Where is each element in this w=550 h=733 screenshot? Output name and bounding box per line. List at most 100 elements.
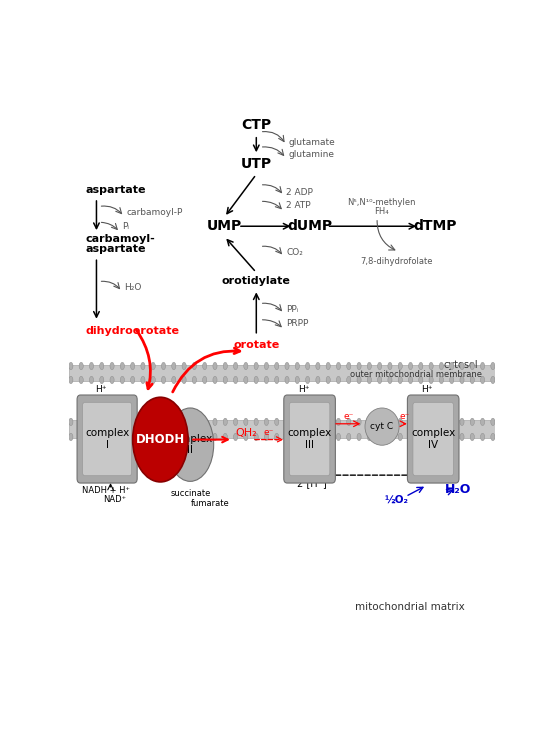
Text: 2 ATP: 2 ATP (286, 202, 311, 210)
Ellipse shape (357, 362, 361, 369)
Ellipse shape (223, 376, 227, 383)
Text: orotate: orotate (233, 340, 279, 350)
Ellipse shape (398, 376, 402, 383)
Text: UMP: UMP (207, 219, 242, 233)
FancyBboxPatch shape (82, 402, 131, 476)
Text: aspartate: aspartate (86, 185, 146, 194)
Ellipse shape (316, 376, 320, 383)
Ellipse shape (367, 433, 371, 441)
Ellipse shape (213, 433, 217, 441)
Text: CTP: CTP (241, 118, 271, 132)
Ellipse shape (151, 362, 155, 369)
Ellipse shape (460, 376, 464, 383)
Ellipse shape (460, 419, 464, 426)
Ellipse shape (367, 419, 371, 426)
Text: glutamate: glutamate (288, 139, 335, 147)
Ellipse shape (295, 362, 299, 369)
Ellipse shape (419, 362, 423, 369)
Ellipse shape (377, 362, 382, 369)
Text: N⁵,N¹⁰-methylen: N⁵,N¹⁰-methylen (347, 198, 416, 207)
Ellipse shape (274, 376, 279, 383)
Text: aspartate: aspartate (86, 244, 146, 254)
Ellipse shape (265, 433, 268, 441)
Text: 7,8-dihydrofolate: 7,8-dihydrofolate (360, 257, 432, 266)
Text: orotidylate: orotidylate (222, 276, 291, 286)
Text: QH₂: QH₂ (235, 428, 257, 438)
Ellipse shape (130, 419, 135, 426)
Ellipse shape (162, 433, 166, 441)
Ellipse shape (346, 362, 351, 369)
Text: PRPP: PRPP (286, 320, 309, 328)
Ellipse shape (254, 419, 258, 426)
Ellipse shape (367, 362, 371, 369)
Text: H₂O: H₂O (445, 483, 471, 496)
Ellipse shape (120, 433, 124, 441)
Ellipse shape (346, 433, 351, 441)
Text: Pᵢ: Pᵢ (122, 222, 129, 232)
Text: complex
II: complex II (168, 434, 212, 455)
Ellipse shape (202, 362, 207, 369)
Ellipse shape (100, 362, 104, 369)
Ellipse shape (398, 362, 402, 369)
Ellipse shape (172, 376, 176, 383)
Ellipse shape (244, 433, 248, 441)
Ellipse shape (439, 376, 443, 383)
Ellipse shape (90, 376, 94, 383)
Ellipse shape (481, 419, 485, 426)
Text: fumarate: fumarate (191, 499, 230, 509)
Text: DHODH: DHODH (136, 433, 185, 446)
Ellipse shape (110, 433, 114, 441)
Text: H⁺: H⁺ (421, 385, 433, 394)
Ellipse shape (192, 433, 196, 441)
Ellipse shape (357, 419, 361, 426)
Ellipse shape (151, 419, 155, 426)
Text: UTP: UTP (241, 157, 272, 171)
Ellipse shape (234, 376, 238, 383)
Ellipse shape (295, 419, 299, 426)
Text: dUMP: dUMP (287, 219, 332, 233)
Ellipse shape (167, 408, 213, 482)
Ellipse shape (481, 433, 485, 441)
Ellipse shape (388, 419, 392, 426)
Ellipse shape (172, 433, 176, 441)
Ellipse shape (337, 376, 340, 383)
Ellipse shape (141, 419, 145, 426)
Ellipse shape (223, 419, 227, 426)
Ellipse shape (316, 419, 320, 426)
Ellipse shape (306, 419, 310, 426)
Ellipse shape (79, 376, 83, 383)
Text: e⁻: e⁻ (399, 412, 410, 421)
Ellipse shape (357, 433, 361, 441)
Ellipse shape (244, 419, 248, 426)
Ellipse shape (449, 376, 454, 383)
Ellipse shape (192, 419, 196, 426)
Ellipse shape (388, 362, 392, 369)
Ellipse shape (90, 362, 94, 369)
Ellipse shape (223, 433, 227, 441)
Text: PPᵢ: PPᵢ (286, 305, 299, 314)
Ellipse shape (326, 419, 330, 426)
Ellipse shape (491, 362, 495, 369)
Ellipse shape (265, 419, 268, 426)
Ellipse shape (130, 376, 135, 383)
Ellipse shape (316, 433, 320, 441)
Ellipse shape (449, 362, 454, 369)
Bar (69, 421, 495, 438)
Ellipse shape (285, 376, 289, 383)
Ellipse shape (130, 362, 135, 369)
Text: complex
III: complex III (288, 428, 332, 450)
Ellipse shape (110, 362, 114, 369)
Text: NAD⁺: NAD⁺ (103, 496, 126, 504)
Ellipse shape (202, 419, 207, 426)
Ellipse shape (69, 362, 73, 369)
Ellipse shape (295, 376, 299, 383)
Ellipse shape (151, 376, 155, 383)
Ellipse shape (254, 433, 258, 441)
Ellipse shape (377, 376, 382, 383)
Ellipse shape (429, 376, 433, 383)
Ellipse shape (79, 362, 83, 369)
Ellipse shape (182, 376, 186, 383)
Text: dihydroorotate: dihydroorotate (86, 325, 180, 336)
Ellipse shape (120, 376, 124, 383)
Ellipse shape (110, 376, 114, 383)
